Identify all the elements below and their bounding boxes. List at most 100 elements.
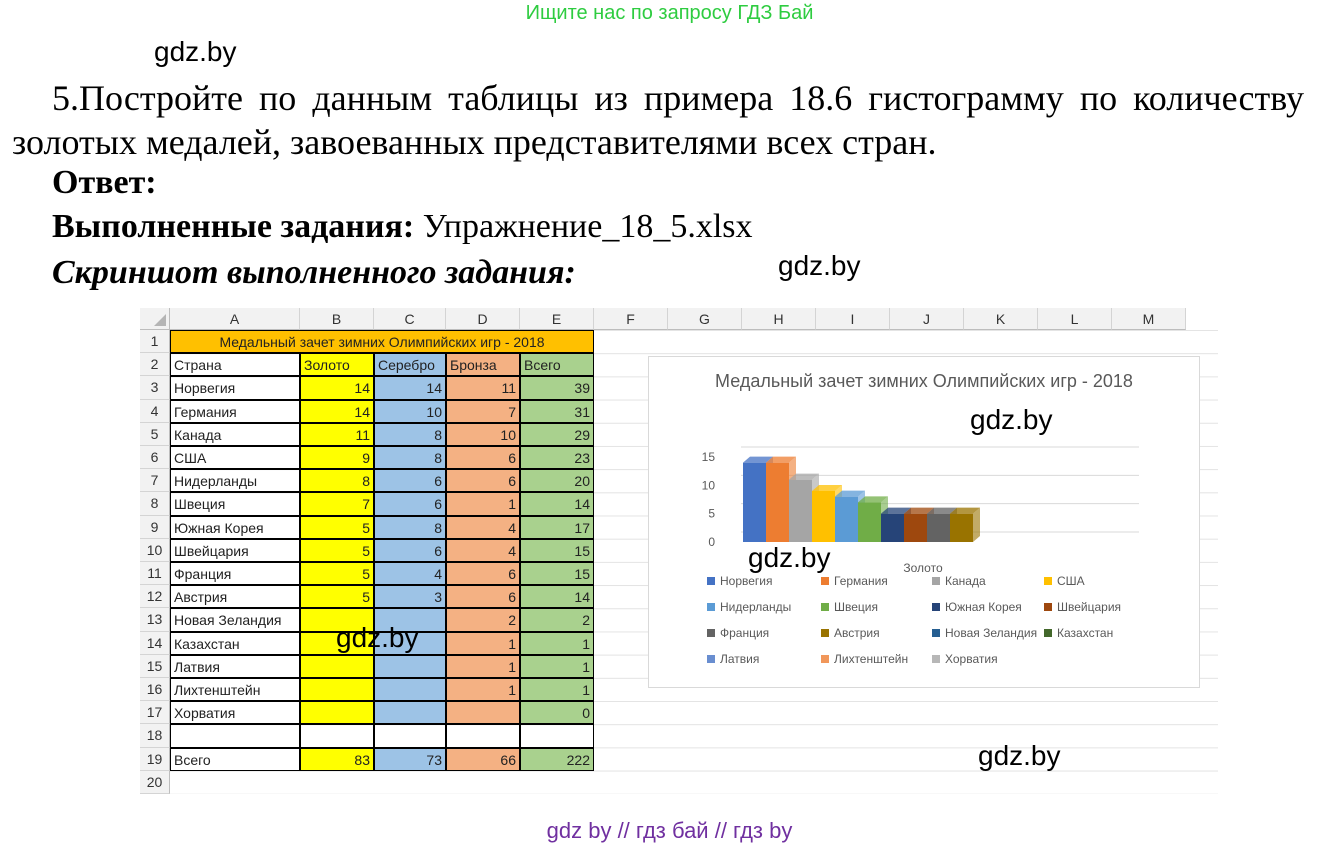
table-cell[interactable] (446, 701, 520, 725)
table-cell[interactable]: 14 (374, 376, 446, 400)
table-cell[interactable] (300, 701, 374, 725)
table-cell[interactable]: 6 (374, 492, 446, 516)
table-cell[interactable]: 14 (520, 585, 594, 609)
row-header-16[interactable]: 16 (140, 678, 170, 702)
table-cell[interactable]: Новая Зеландия (170, 608, 300, 632)
total-cell[interactable]: 73 (374, 747, 446, 771)
table-cell[interactable]: Норвегия (170, 376, 300, 400)
table-cell[interactable] (374, 608, 446, 632)
row-header-9[interactable]: 9 (140, 515, 170, 539)
row-header-7[interactable]: 7 (140, 469, 170, 493)
table-cell[interactable]: 20 (520, 469, 594, 493)
table-cell[interactable]: 1 (520, 631, 594, 655)
table-cell[interactable]: 6 (374, 538, 446, 562)
table-cell[interactable]: 2 (446, 608, 520, 632)
table-title-cell[interactable]: Медальный зачет зимних Олимпийских игр -… (170, 330, 594, 354)
table-cell[interactable]: 10 (374, 399, 446, 423)
column-header-i[interactable]: I (816, 308, 890, 330)
table-cell[interactable]: 8 (374, 422, 446, 446)
legend-item[interactable]: Канада (932, 574, 986, 588)
table-cell[interactable]: Хорватия (170, 701, 300, 725)
table-cell[interactable]: США (170, 446, 300, 470)
table-cell[interactable] (300, 631, 374, 655)
legend-item[interactable]: Лихтенштейн (821, 652, 908, 666)
header-cell[interactable]: Бронза (446, 353, 520, 377)
table-cell[interactable]: 11 (300, 422, 374, 446)
header-cell[interactable]: Страна (170, 353, 300, 377)
column-header-a[interactable]: A (170, 308, 300, 330)
table-cell[interactable]: 6 (446, 446, 520, 470)
table-cell[interactable]: 14 (300, 376, 374, 400)
table-cell[interactable]: Нидерланды (170, 469, 300, 493)
table-cell[interactable]: Казахстан (170, 631, 300, 655)
table-cell[interactable]: 0 (520, 701, 594, 725)
table-cell[interactable]: 1 (446, 492, 520, 516)
table-cell[interactable]: 14 (300, 399, 374, 423)
table-cell[interactable]: 1 (446, 631, 520, 655)
row-header-20[interactable]: 20 (140, 770, 170, 794)
table-cell[interactable]: 15 (520, 562, 594, 586)
column-header-c[interactable]: C (374, 308, 446, 330)
table-cell[interactable] (300, 654, 374, 678)
legend-item[interactable]: Казахстан (1044, 626, 1113, 640)
table-cell[interactable]: Австрия (170, 585, 300, 609)
column-header-m[interactable]: M (1112, 308, 1186, 330)
legend-item[interactable]: Новая Зеландия (932, 626, 1037, 640)
table-cell[interactable]: 5 (300, 585, 374, 609)
table-cell[interactable]: 1 (446, 654, 520, 678)
table-cell[interactable]: 7 (446, 399, 520, 423)
table-cell[interactable]: Латвия (170, 654, 300, 678)
legend-item[interactable]: Норвегия (707, 574, 773, 588)
row-header-11[interactable]: 11 (140, 562, 170, 586)
empty-cell[interactable] (520, 724, 594, 748)
row-header-5[interactable]: 5 (140, 422, 170, 446)
table-cell[interactable]: 4 (374, 562, 446, 586)
table-cell[interactable]: 31 (520, 399, 594, 423)
table-cell[interactable]: 14 (520, 492, 594, 516)
table-cell[interactable]: 15 (520, 538, 594, 562)
table-cell[interactable]: Швейцария (170, 538, 300, 562)
bar-9[interactable] (950, 507, 980, 542)
empty-cell[interactable] (446, 724, 520, 748)
total-cell[interactable]: Всего (170, 747, 300, 771)
table-cell[interactable]: 11 (446, 376, 520, 400)
table-cell[interactable]: 5 (300, 562, 374, 586)
table-cell[interactable]: 8 (300, 469, 374, 493)
top-banner[interactable]: Ищите нас по запросу ГДЗ Бай (525, 2, 814, 24)
table-cell[interactable]: Лихтенштейн (170, 678, 300, 702)
column-header-h[interactable]: H (742, 308, 816, 330)
row-header-1[interactable]: 1 (140, 330, 170, 354)
row-header-10[interactable]: 10 (140, 538, 170, 562)
table-cell[interactable] (374, 701, 446, 725)
header-cell[interactable]: Золото (300, 353, 374, 377)
table-cell[interactable]: 1 (520, 654, 594, 678)
column-header-g[interactable]: G (668, 308, 742, 330)
column-header-l[interactable]: L (1038, 308, 1112, 330)
column-header-e[interactable]: E (520, 308, 594, 330)
total-cell[interactable]: 222 (520, 747, 594, 771)
row-header-12[interactable]: 12 (140, 585, 170, 609)
legend-item[interactable]: Германия (821, 574, 888, 588)
table-cell[interactable]: 6 (446, 469, 520, 493)
column-header-k[interactable]: K (964, 308, 1038, 330)
table-cell[interactable]: 8 (374, 515, 446, 539)
row-header-6[interactable]: 6 (140, 446, 170, 470)
total-cell[interactable]: 66 (446, 747, 520, 771)
empty-cell[interactable] (300, 724, 374, 748)
row-header-18[interactable]: 18 (140, 724, 170, 748)
table-cell[interactable] (300, 678, 374, 702)
table-cell[interactable]: 4 (446, 515, 520, 539)
table-cell[interactable]: Южная Корея (170, 515, 300, 539)
row-header-19[interactable]: 19 (140, 747, 170, 771)
table-cell[interactable]: Германия (170, 399, 300, 423)
table-cell[interactable]: 9 (300, 446, 374, 470)
row-header-14[interactable]: 14 (140, 631, 170, 655)
table-cell[interactable] (374, 654, 446, 678)
table-cell[interactable] (300, 608, 374, 632)
table-cell[interactable]: 2 (520, 608, 594, 632)
select-all-corner[interactable] (140, 308, 170, 330)
table-cell[interactable]: Франция (170, 562, 300, 586)
empty-cell[interactable] (170, 724, 300, 748)
footer-links[interactable]: gdz by // гдз бай // гдз by (546, 818, 793, 843)
row-header-3[interactable]: 3 (140, 376, 170, 400)
